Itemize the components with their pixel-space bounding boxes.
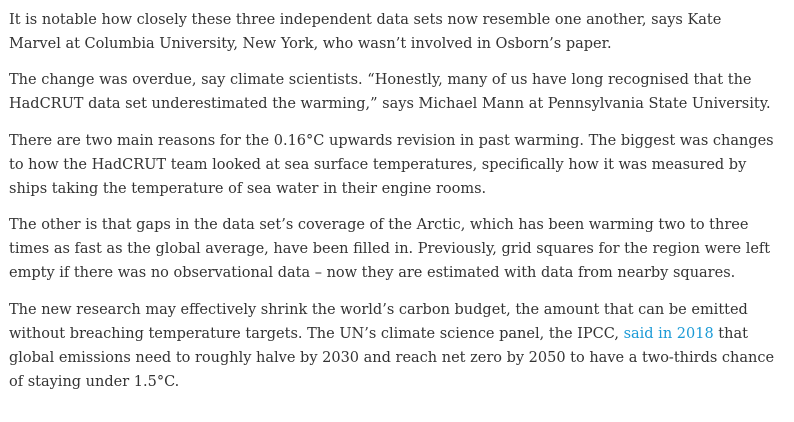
text-line: It is notable how closely these three in… — [9, 12, 722, 28]
text-line: There are two main reasons for the 0.16°… — [9, 133, 774, 149]
text-line: of staying under 1.5°C. — [9, 374, 180, 390]
text-line: The new research may effectively shrink … — [9, 302, 748, 318]
paragraph-arctic-gaps: The other is that gaps in the data set’s… — [9, 213, 794, 285]
paragraph-kate-marvel: It is notable how closely these three in… — [9, 8, 794, 56]
text-line: empty if there was no observational data… — [9, 265, 736, 281]
text-segment: without breaching temperature targets. T… — [9, 326, 624, 342]
text-line: to how the HadCRUT team looked at sea su… — [9, 157, 747, 173]
text-line: The other is that gaps in the data set’s… — [9, 217, 749, 233]
text-line: The change was overdue, say climate scie… — [9, 72, 752, 88]
text-line: ships taking the temperature of sea wate… — [9, 181, 487, 197]
said-in-2018-link[interactable]: said in 2018 — [623, 326, 714, 342]
text-line: Marvel at Columbia University, New York,… — [9, 36, 612, 52]
text-line: times as fast as the global average, hav… — [9, 241, 771, 257]
paragraph-two-reasons: There are two main reasons for the 0.16°… — [9, 129, 794, 201]
text-line: HadCRUT data set underestimated the warm… — [9, 96, 771, 112]
text-line: without breaching temperature targets. T… — [9, 322, 794, 346]
paragraph-carbon-budget: The new research may effectively shrink … — [9, 298, 794, 394]
paragraph-michael-mann: The change was overdue, say climate scie… — [9, 68, 794, 116]
text-segment: that — [713, 326, 748, 342]
text-line: global emissions need to roughly halve b… — [9, 350, 775, 366]
